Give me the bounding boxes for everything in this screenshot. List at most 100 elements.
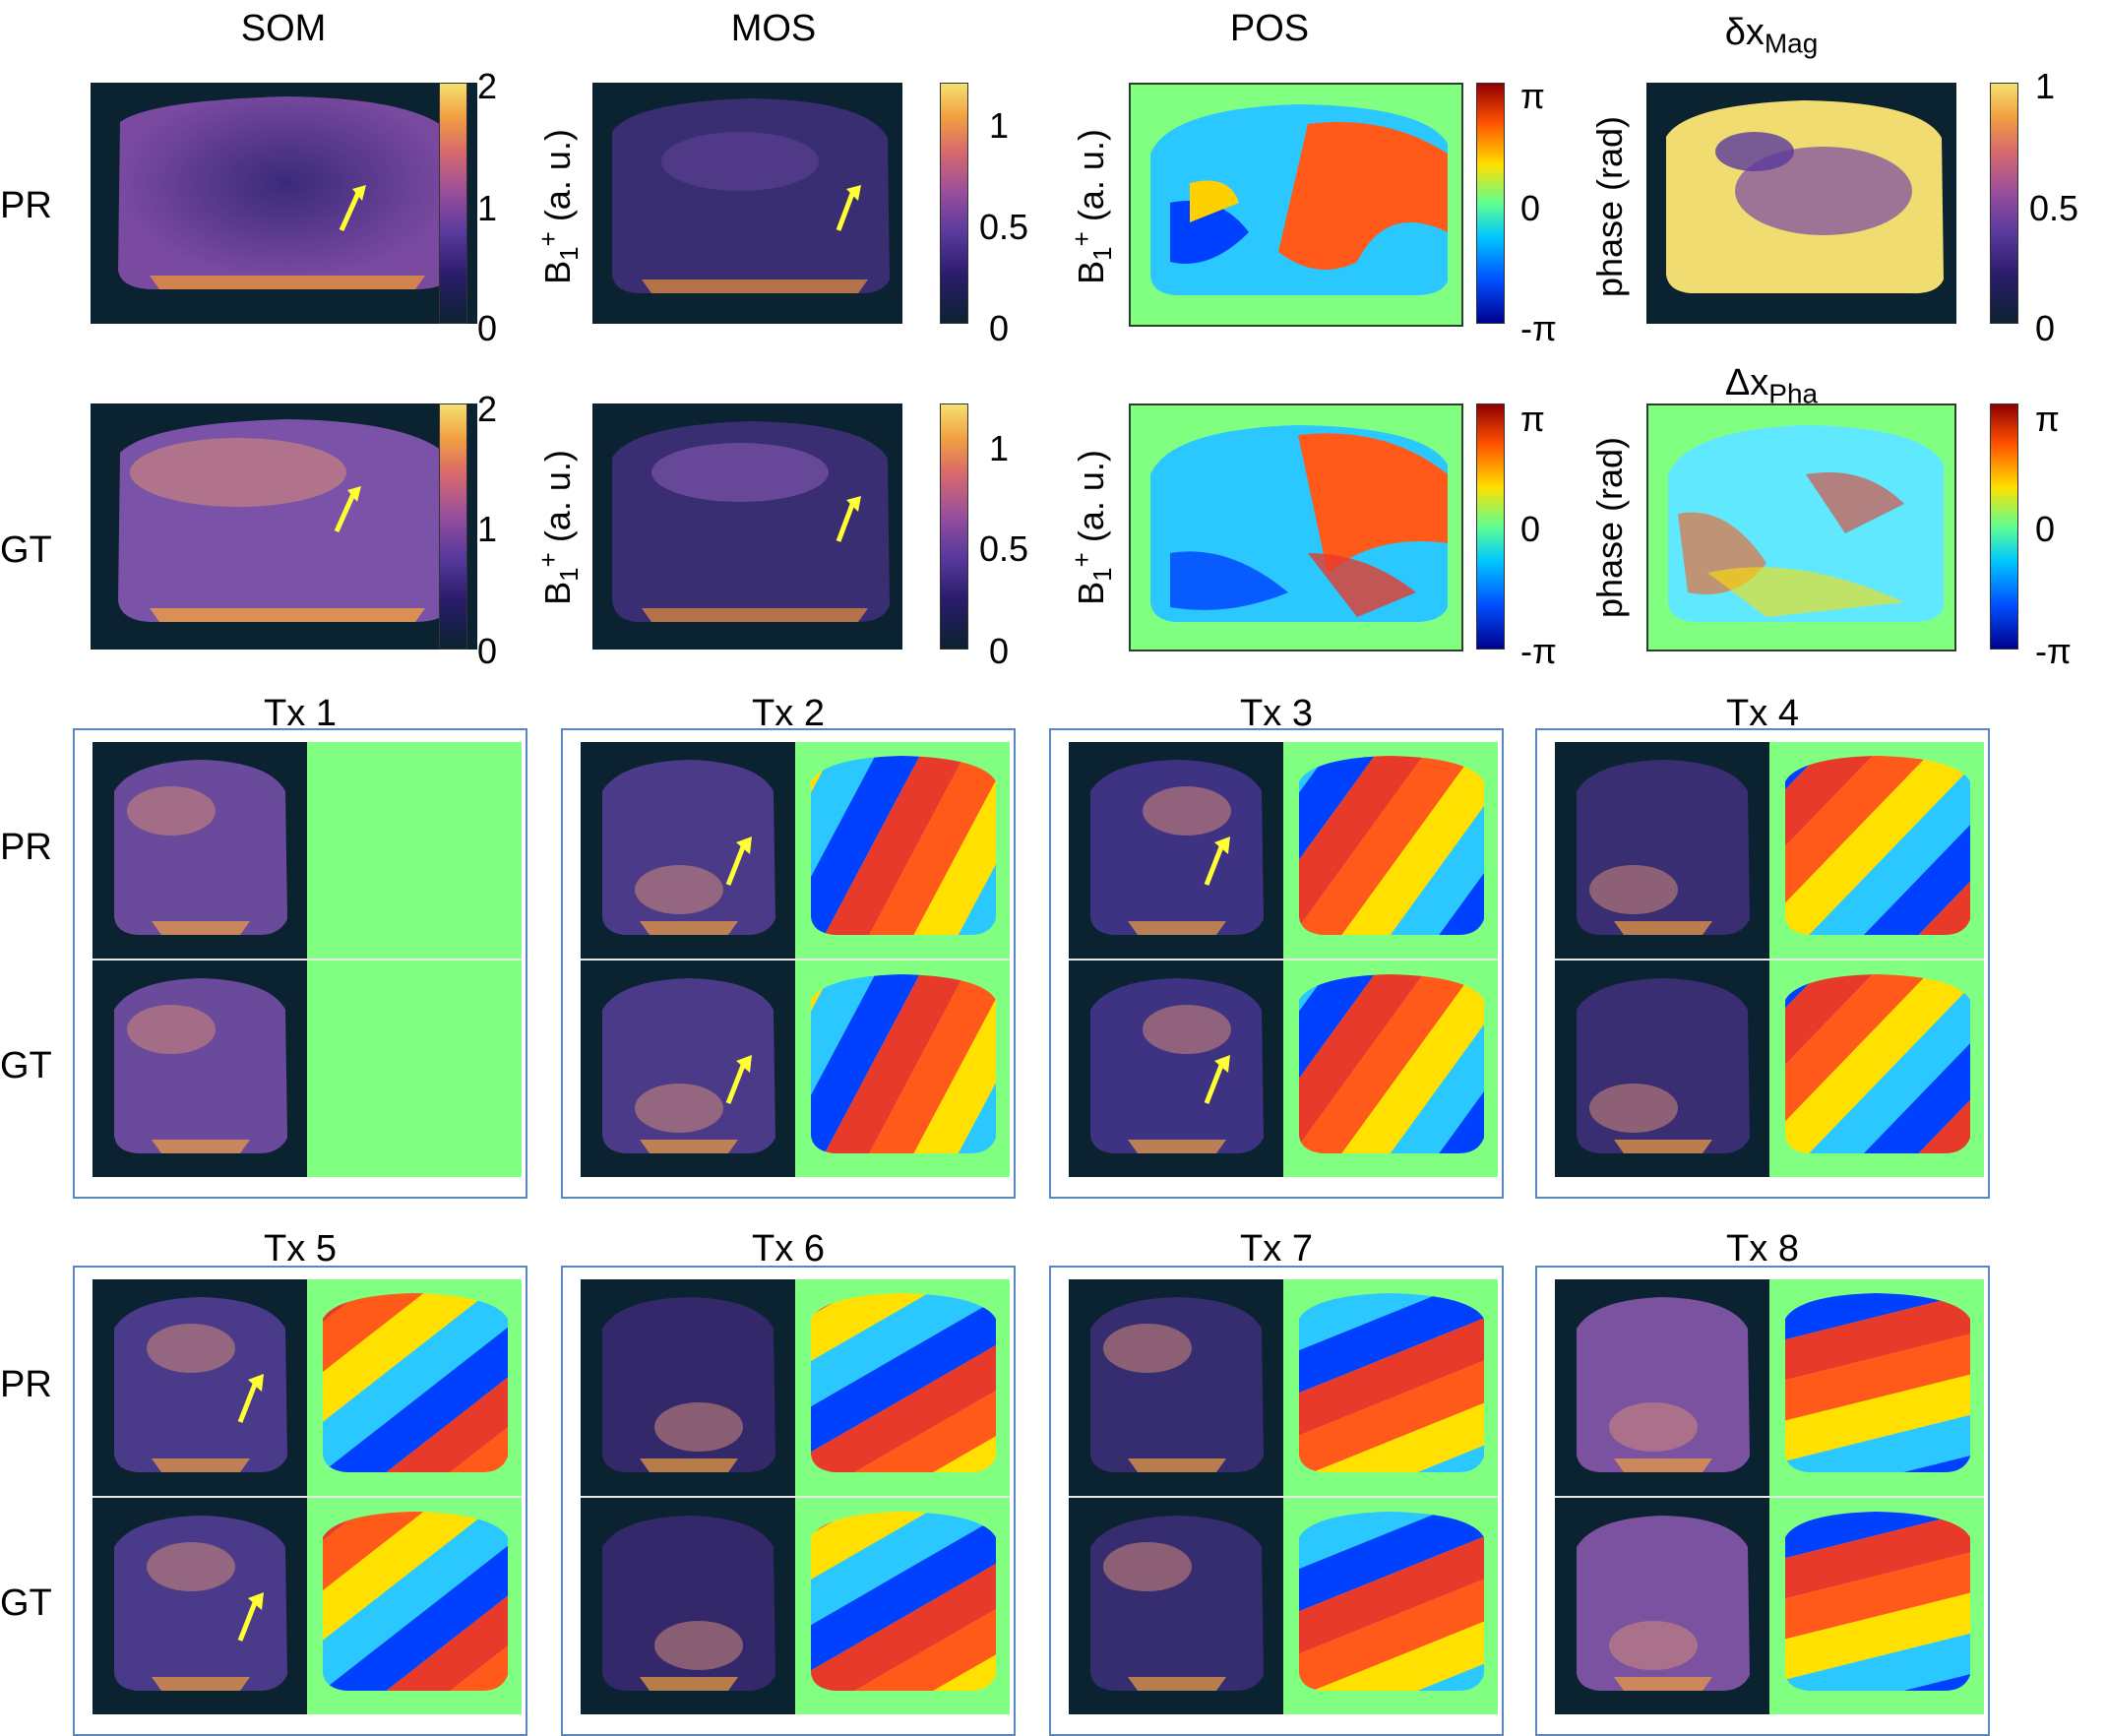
tx-1-separator — [93, 959, 522, 961]
tx-2-magnitude-gt — [581, 961, 795, 1177]
tick-mos-pr-min: 0 — [989, 308, 1010, 348]
colorbar-dxmag-pr — [1990, 83, 2018, 324]
tick-dxmag-pr-mid: 0.5 — [2029, 188, 2079, 228]
colorbar-mos-gt — [940, 403, 968, 650]
axis-label-b1-mos-pr: B1+ (a. u.) — [532, 129, 585, 284]
axis-label-b1-pos-gt: B1+ (a. u.) — [1066, 450, 1118, 605]
tick-dxmag-pr-max: 1 — [2035, 66, 2056, 106]
tx-row-label-pr-1: PR — [0, 827, 52, 868]
tx-1-magnitude-pr — [93, 742, 307, 959]
tx-2-magnitude-pr — [581, 742, 795, 959]
tx-row-label-gt-1: GT — [0, 1045, 52, 1086]
tick-mos-gt-max: 1 — [989, 428, 1010, 468]
tick-som-pr-min: 0 — [477, 308, 498, 348]
tx-title-1: Tx 1 — [264, 693, 337, 734]
tx-8-magnitude-pr — [1555, 1279, 1769, 1496]
tx-row-label-gt-2: GT — [0, 1582, 52, 1624]
tx-3-phase-pr — [1283, 742, 1498, 959]
tx-panel-3 — [1049, 728, 1504, 1199]
tx-panel-6 — [561, 1266, 1016, 1736]
som-gt-image — [91, 403, 477, 650]
tick-mos-pr-mid: 0.5 — [979, 207, 1029, 247]
tx-panel-8 — [1535, 1266, 1990, 1736]
tx-3-phase-gt — [1283, 961, 1498, 1177]
tx-panel-5 — [73, 1266, 527, 1736]
tx-5-magnitude-gt — [93, 1498, 307, 1714]
axis-label-phase-gt: phase (rad) — [1589, 436, 1630, 619]
colorbar-som-pr — [439, 83, 467, 324]
tx-2-phase-gt — [795, 961, 1010, 1177]
tick-pos-pr-max: π — [1520, 76, 1545, 116]
tx-6-magnitude-gt — [581, 1498, 795, 1714]
tx-row-label-pr-2: PR — [0, 1364, 52, 1405]
dxpha-gt-image — [1646, 403, 1956, 651]
tick-mos-pr-max: 1 — [989, 105, 1010, 146]
colorbar-mos-pr — [940, 83, 968, 324]
colorbar-dxpha-gt — [1990, 403, 2018, 650]
tx-4-separator — [1555, 959, 1984, 961]
tx-8-separator — [1555, 1496, 1984, 1498]
tx-title-6: Tx 6 — [752, 1228, 825, 1270]
tx-7-separator — [1069, 1496, 1498, 1498]
tx-3-magnitude-pr — [1069, 742, 1283, 959]
tx-title-8: Tx 8 — [1726, 1228, 1799, 1270]
col-title-mos: MOS — [730, 8, 817, 49]
pos-gt-image — [1129, 403, 1463, 651]
tx-1-magnitude-gt — [93, 961, 307, 1177]
tx-4-magnitude-gt — [1555, 961, 1769, 1177]
tx-2-phase-pr — [795, 742, 1010, 959]
tx-7-magnitude-pr — [1069, 1279, 1283, 1496]
tick-dxpha-gt-min: -π — [2035, 631, 2072, 671]
tx-2-separator — [581, 959, 1010, 961]
tx-3-magnitude-gt — [1069, 961, 1283, 1177]
tick-dxmag-pr-min: 0 — [2035, 308, 2056, 348]
tx-7-phase-gt — [1283, 1498, 1498, 1714]
tx-4-magnitude-pr — [1555, 742, 1769, 959]
col-title-dx-mag: δxMag — [1724, 12, 1819, 59]
tx-6-separator — [581, 1496, 1010, 1498]
tx-title-5: Tx 5 — [264, 1228, 337, 1270]
colorbar-pos-gt — [1476, 403, 1505, 650]
tick-pos-gt-max: π — [1520, 399, 1545, 439]
row-label-pr: PR — [0, 185, 52, 226]
tx-8-phase-pr — [1769, 1279, 1984, 1496]
tick-som-gt-min: 0 — [477, 631, 498, 671]
tick-pos-gt-mid: 0 — [1520, 509, 1541, 549]
axis-label-phase-pr: phase (rad) — [1589, 115, 1630, 298]
tick-pos-gt-min: -π — [1520, 631, 1557, 671]
axis-label-b1-pos-pr: B1+ (a. u.) — [1066, 129, 1118, 284]
tx-7-magnitude-gt — [1069, 1498, 1283, 1714]
tx-3-separator — [1069, 959, 1498, 961]
tx-1-phase-gt — [307, 961, 522, 1177]
row-label-gt: GT — [0, 529, 52, 571]
mos-gt-image — [592, 403, 902, 650]
axis-label-b1-mos-gt: B1+ (a. u.) — [532, 450, 585, 605]
tx-5-phase-pr — [307, 1279, 522, 1496]
tx-4-phase-gt — [1769, 961, 1984, 1177]
tick-dxpha-gt-mid: 0 — [2035, 509, 2056, 549]
tick-som-gt-mid: 1 — [477, 509, 498, 549]
tx-title-2: Tx 2 — [752, 693, 825, 734]
tx-6-phase-pr — [795, 1279, 1010, 1496]
tx-6-magnitude-pr — [581, 1279, 795, 1496]
tick-mos-gt-mid: 0.5 — [979, 528, 1029, 569]
tx-8-phase-gt — [1769, 1498, 1984, 1714]
tx-7-phase-pr — [1283, 1279, 1498, 1496]
colorbar-pos-pr — [1476, 83, 1505, 324]
tx-6-phase-gt — [795, 1498, 1010, 1714]
tick-mos-gt-min: 0 — [989, 631, 1010, 671]
tx-5-magnitude-pr — [93, 1279, 307, 1496]
tick-pos-pr-mid: 0 — [1520, 188, 1541, 228]
tx-panel-2 — [561, 728, 1016, 1199]
tx-1-phase-pr — [307, 742, 522, 959]
tx-5-phase-gt — [307, 1498, 522, 1714]
tick-som-gt-max: 2 — [477, 389, 498, 429]
tick-pos-pr-min: -π — [1520, 308, 1557, 348]
tx-panel-4 — [1535, 728, 1990, 1199]
tx-4-phase-pr — [1769, 742, 1984, 959]
tx-title-7: Tx 7 — [1240, 1228, 1313, 1270]
col-title-pos: POS — [1229, 8, 1310, 49]
tx-panel-1 — [73, 728, 527, 1199]
tx-panel-7 — [1049, 1266, 1504, 1736]
tick-som-pr-mid: 1 — [477, 188, 498, 228]
